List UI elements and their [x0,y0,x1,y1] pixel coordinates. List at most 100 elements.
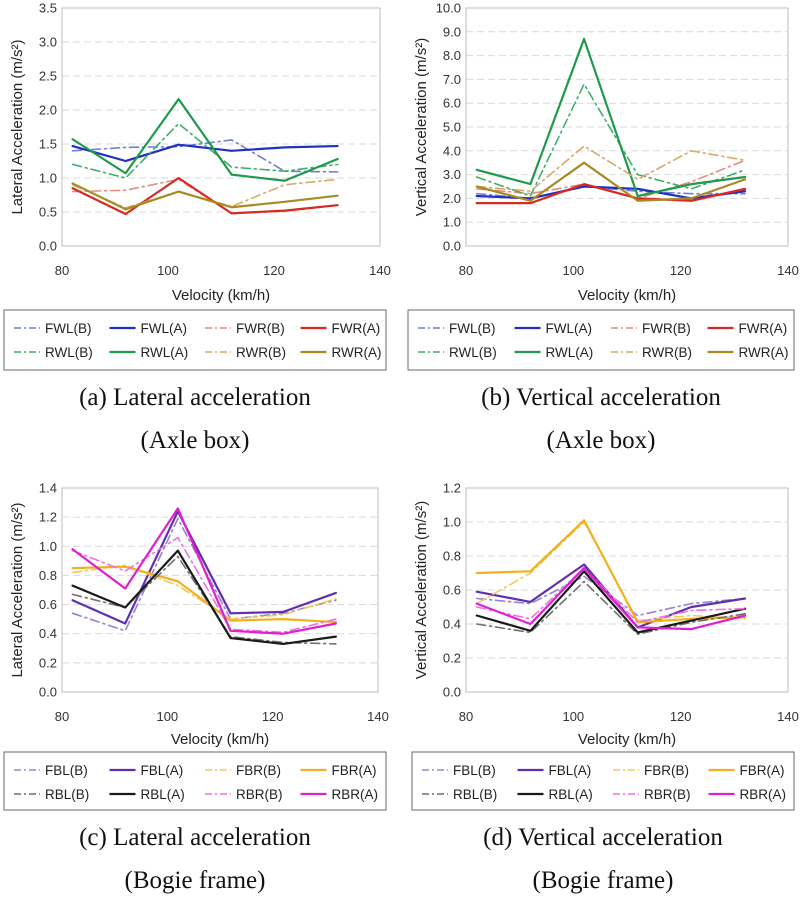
series-line-rbla [71,549,337,646]
plot-frame [61,487,379,693]
y-tick-label: 0.4 [443,617,461,632]
legend-label: RBR(B) [236,787,283,802]
legend-label: FBR(B) [644,763,689,778]
series-line-fwra [71,176,339,216]
y-tick-label: 0.0 [443,239,461,254]
legend-label: RWR(A) [332,345,382,360]
y-tick-label: 8.0 [443,48,461,63]
legend-label: RWR(B) [642,345,692,360]
chart-c: 0.0 0.2 0.4 0.6 0.8 1.0 1.2 1.4 80 100 120 140 Veloc… [3,481,389,894]
x-tick-label: 140 [369,263,391,278]
legend: FBL(B) FBL(A) FBR(B) FBR(A) RBL(B) RBL(A) RBR(… [411,751,795,811]
caption-line2: (Bogie frame) [125,867,266,894]
y-tick-label: 1.5 [39,137,57,152]
y-tick-label: 0.5 [39,205,57,220]
legend-label: RBR(A) [740,787,787,802]
series-line-rblb [475,580,746,636]
legend-label: RBL(B) [45,787,89,802]
series-line-rwra [71,182,339,211]
legend-label: FWR(A) [739,321,788,336]
x-tick-label: 100 [562,263,584,278]
series-line-rwlb [71,122,339,179]
series-line-rwrb [475,145,746,193]
y-tick-label: 1.4 [39,481,57,496]
series-line-fwla [71,143,339,163]
y-tick-label: 3.0 [39,35,57,50]
y-tick-label: 0.0 [39,685,57,700]
y-tick-label: 0.6 [39,597,57,612]
legend-label: FWR(B) [236,321,285,336]
legend-label: RBL(A) [141,787,185,802]
series-line-rwra [475,161,747,202]
y-tick-label: 5.0 [443,120,461,135]
legend-label: FBR(B) [236,763,281,778]
legend-label: FWR(A) [332,321,381,336]
legend-label: FWL(B) [449,321,496,336]
y-tick-label: 0.8 [39,568,57,583]
legend-label: RWR(B) [236,345,286,360]
legend: FWL(B) FWL(A) FWR(B) FWR(A) RWL(B) RWL(A) RWR(… [407,309,795,371]
x-tick-label: 120 [670,709,692,724]
y-tick-label: 1.0 [39,171,57,186]
legend-label: FBL(B) [453,763,496,778]
y-tick-label: 0.2 [39,655,57,670]
legend-label: FBR(A) [332,763,377,778]
legend-label: RWL(A) [141,345,189,360]
caption-line1: (c) Lateral acceleration [79,824,311,851]
x-tick-label: 80 [55,263,69,278]
caption-line2: (Bogie frame) [533,867,674,894]
series-line-rwla [475,37,747,198]
y-tick-label: 1.2 [39,510,57,525]
y-tick-label: 3.5 [39,1,57,16]
series-line-fbla [475,563,747,629]
legend-label: RBL(B) [453,787,497,802]
series-line-rbrb [475,567,746,624]
chart-a: 0.0 0.5 1.0 1.5 2.0 2.5 3.0 3.5 80 100 120 140 Veloc… [3,1,391,454]
legend-label: RWL(B) [449,345,497,360]
y-tick-label: 0.8 [443,549,461,564]
y-tick-label: 0.4 [39,626,57,641]
y-tick-label: 3.0 [443,167,461,182]
series-line-rbra [71,507,337,635]
x-axis-label: Velocity (km/h) [578,731,676,748]
plot-frame [61,7,381,247]
legend: FBL(B) FBL(A) FBR(B) FBR(A) RBL(B) RBL(A) RBR(… [3,751,387,811]
legend-label: RWL(B) [45,345,93,360]
series-line-rwla [71,98,339,182]
series-line-rbra [475,566,747,631]
x-tick-label: 100 [562,709,584,724]
y-axis-label: Lateral Acceleration (m/s²) [9,39,26,214]
y-tick-label: 2.0 [39,103,57,118]
x-tick-label: 140 [777,263,799,278]
y-tick-label: 0.6 [443,583,461,598]
y-tick-label: 7.0 [443,72,461,87]
y-tick-label: 10.0 [436,1,461,16]
y-tick-label: 2.5 [39,69,57,84]
series-line-rwlb [475,83,746,197]
y-tick-label: 0.0 [39,239,57,254]
y-tick-label: 1.0 [39,539,57,554]
chart-b: 0.0 1.0 2.0 3.0 4.0 5.0 6.0 7.0 8.0 9.0 10.0 80 100 1… [407,1,799,454]
x-tick-label: 80 [459,709,473,724]
caption-line1: (b) Vertical acceleration [481,384,721,411]
y-tick-label: 2.0 [443,191,461,206]
y-tick-label: 1.0 [443,215,461,230]
legend-box [411,751,795,811]
legend-box [407,309,795,371]
y-tick-label: 0.2 [443,651,461,666]
y-tick-label: 4.0 [443,143,461,158]
series-line-rbrb [71,536,337,634]
x-tick-label: 120 [262,709,284,724]
legend-label: RBL(A) [549,787,593,802]
x-tick-label: 80 [55,709,69,724]
legend-box [3,309,387,371]
legend-label: FWL(A) [141,321,188,336]
legend-label: FBL(A) [549,763,592,778]
caption-line2: (Axle box) [547,427,656,454]
chart-d: 0.0 0.2 0.4 0.6 0.8 1.0 1.2 80 100 120 140 Velocity… [411,481,799,894]
legend: FWL(B) FWL(A) FWR(B) FWR(A) RWL(B) RWL(A) RWR(… [3,309,387,371]
legend-label: FBR(A) [740,763,785,778]
series-line-fblb [71,517,337,632]
legend-label: RWR(A) [739,345,789,360]
